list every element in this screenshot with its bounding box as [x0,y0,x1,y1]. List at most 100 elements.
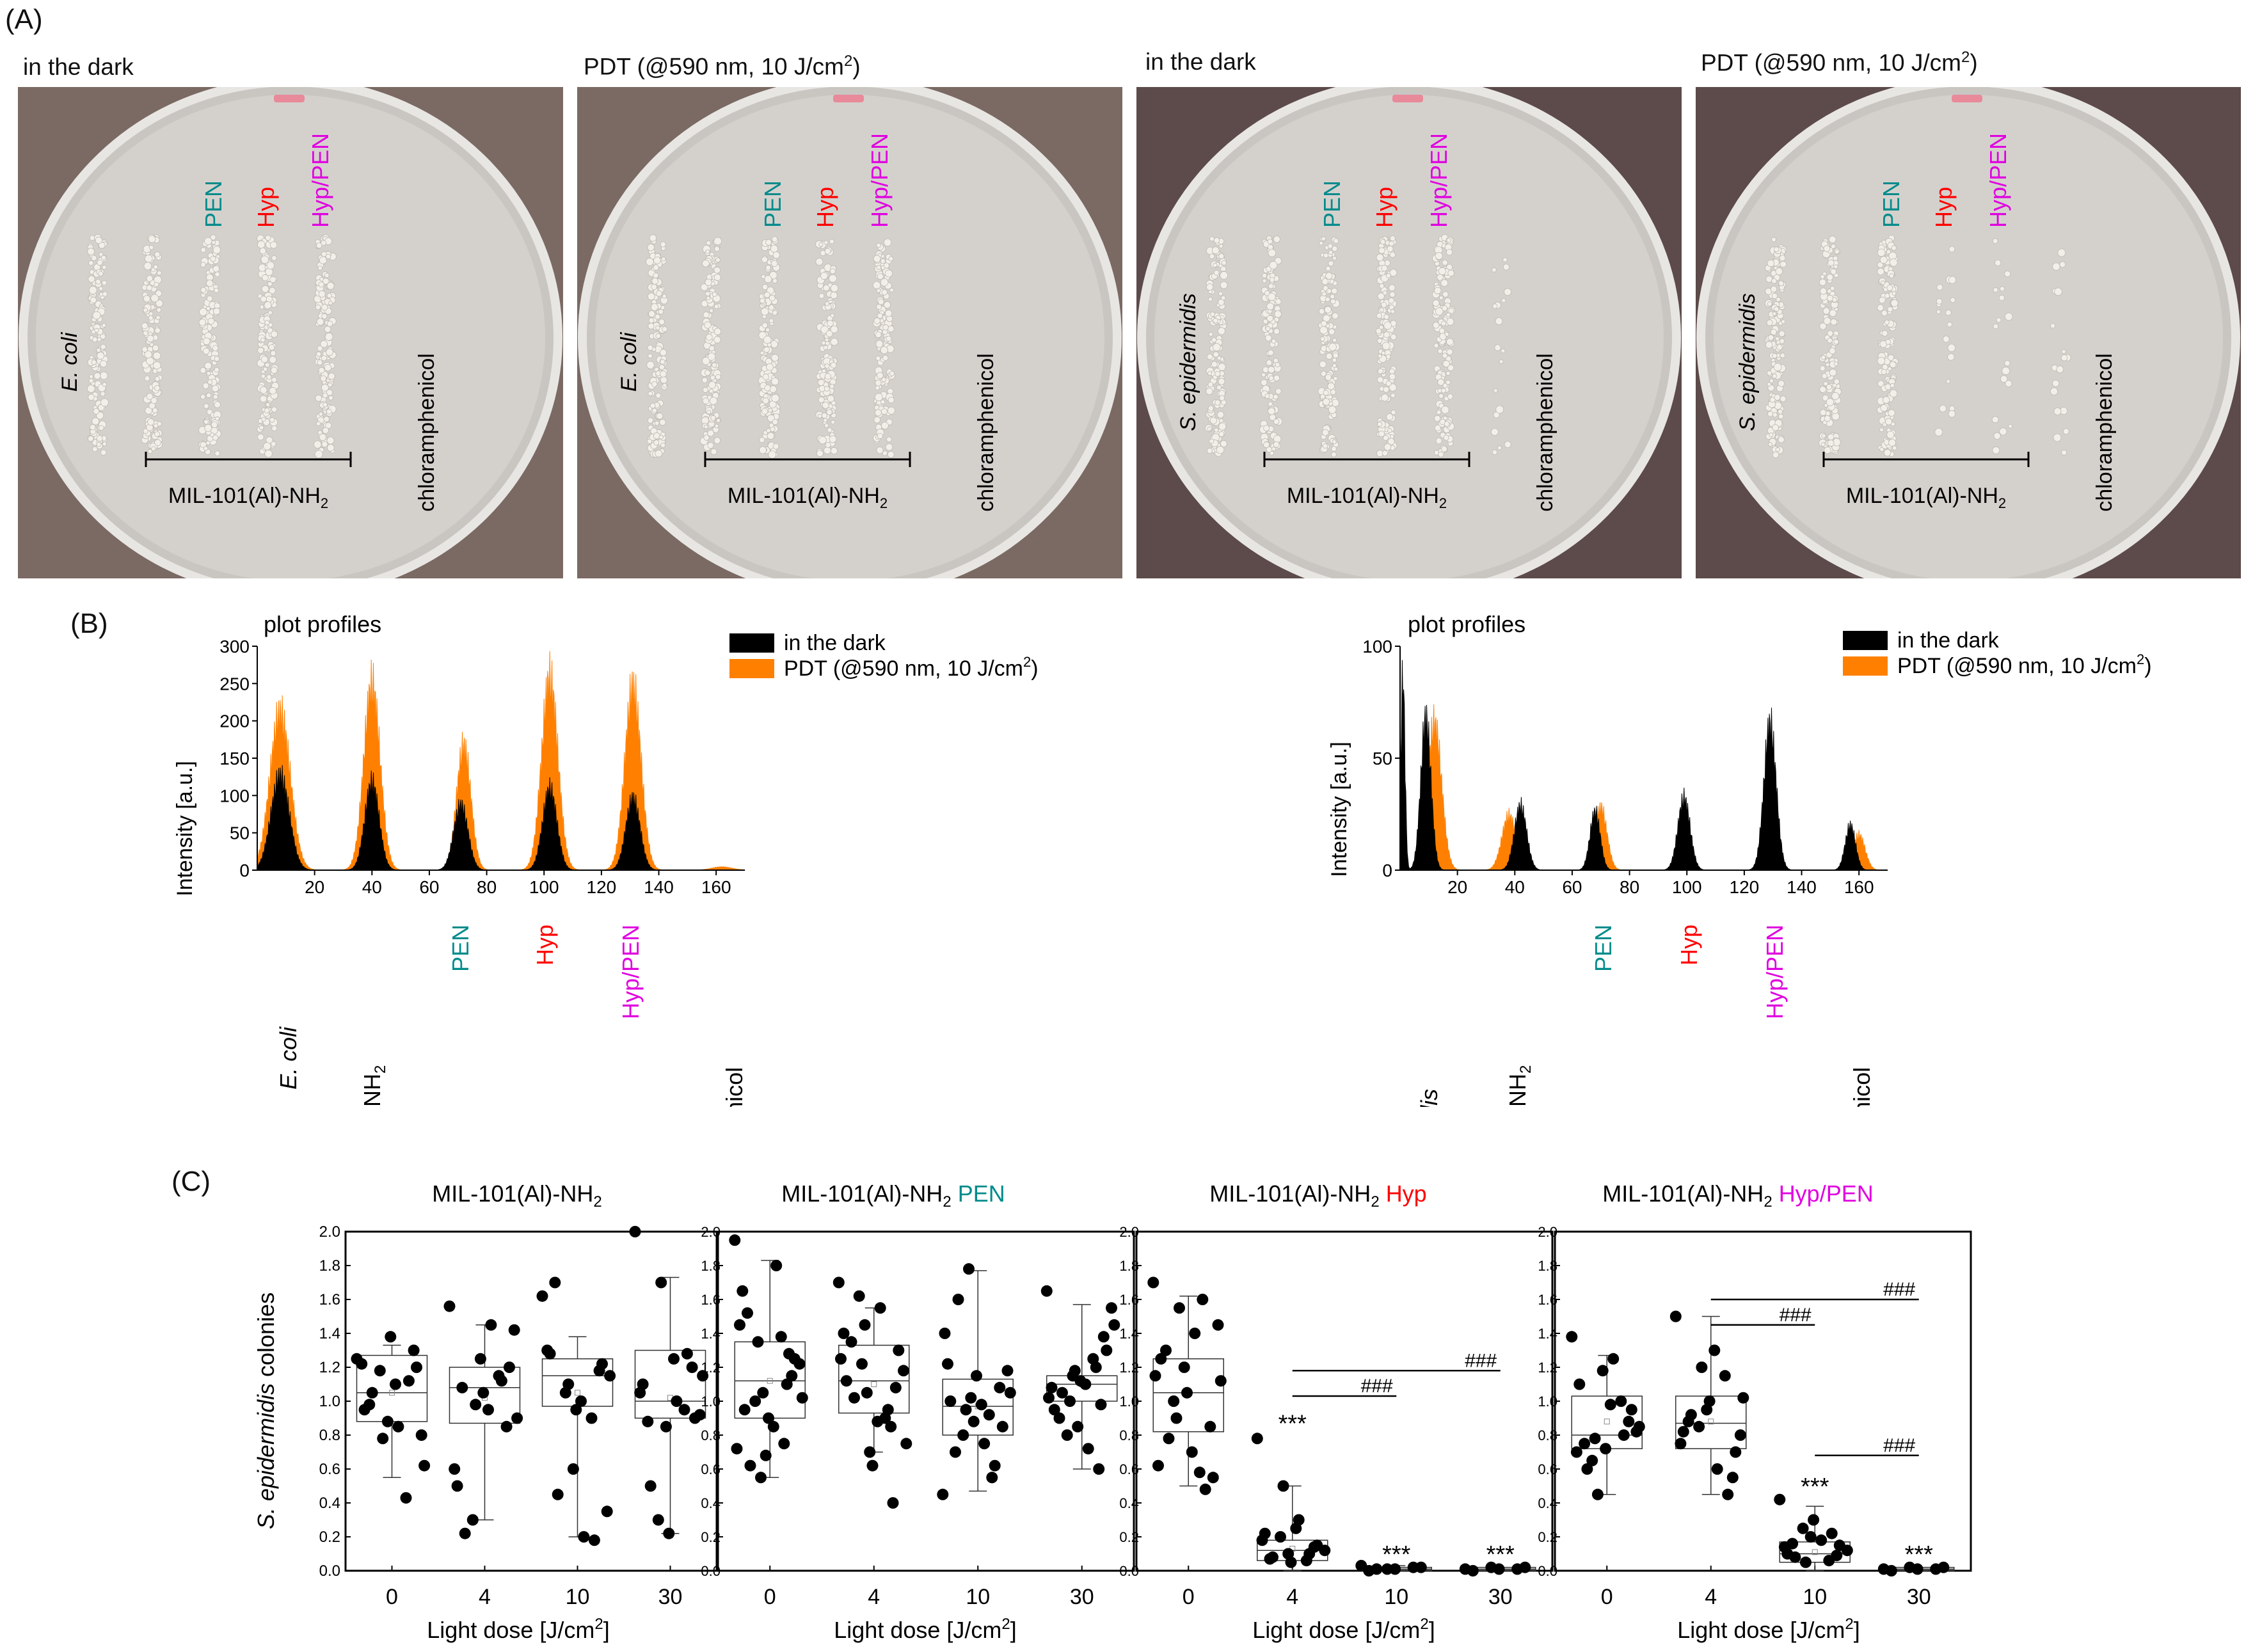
data-point [835,1353,847,1365]
data-point [840,1375,852,1387]
colony-dot [1945,309,1952,316]
colony-dot [701,259,710,267]
colony-dot [100,371,108,380]
y-tick-label: 1.0 [319,1393,340,1410]
colony-dot [759,437,765,443]
colony-dot [1434,415,1441,422]
colony-dot [706,296,711,301]
colony-dot [271,425,278,431]
lane-label-pen-left: PEN [447,925,474,972]
colony-dot [96,441,102,447]
colony-dot [1772,311,1777,316]
colony-dot [317,266,323,271]
colony-dot [1444,421,1450,427]
data-point [983,1409,995,1421]
y-tick-label: 1.6 [1538,1292,1557,1308]
colony-dot [1332,363,1337,368]
boxplot-mil: 0.0 0.2 0.4 0.6 0.8 1.0 1.2 1.4 1.6 1.8 2.0 0 4 10 30 [319,1223,718,1609]
colony-dot [143,295,150,303]
colony-dot [822,401,829,409]
colony-dot [323,402,328,408]
colony-dot [1992,446,2000,454]
colony-dot [90,296,97,304]
colony-dot [1267,239,1273,244]
colony-dot [1819,287,1827,295]
colony-dot [1879,296,1886,304]
bracket-label: MIL-101(Al)-NH2 [1287,484,1447,511]
data-point [1215,1375,1227,1387]
colony-dot [1330,294,1335,299]
colony-dot [770,260,778,267]
colony-dot [1887,366,1892,371]
colony-dot [268,344,275,351]
colony-dot [705,291,710,297]
colony-dot [703,434,710,441]
colony-dot [1822,307,1830,315]
data-point [1591,1488,1604,1500]
colony-dot [1268,249,1277,257]
colony-dot [326,443,335,452]
data-point [937,1488,949,1500]
colony-dot [212,246,221,254]
colony-dot [830,313,835,318]
colony-dot [647,243,655,251]
colony-dot [318,282,324,288]
colony-dot [1209,236,1215,242]
data-point [783,1347,795,1360]
colony-dot [265,267,273,276]
colony-dot [873,255,881,263]
colony-dot [1213,269,1220,276]
colony-dot [1499,359,1504,364]
box-title-1: MIL-101(Al)-NH2 [432,1180,601,1211]
legend-dark-label-2: in the dark [1897,628,2000,653]
data-point [449,1463,461,1475]
colony-dot [1328,260,1334,267]
colony-dot [815,257,824,266]
mean-marker [389,1390,395,1396]
colony-dot [156,307,162,313]
x-category-label: 4 [868,1585,880,1609]
data-point [1415,1561,1427,1573]
colony-dot [1769,433,1774,438]
colony-dot [260,255,269,264]
colony-dot [888,256,894,262]
box-title-3: MIL-101(Al)-NH2 Hyp [1209,1180,1426,1211]
colony-dot [270,367,278,374]
colony-dot [887,450,895,458]
legend-pdt-swatch-2 [1843,656,1888,676]
plate-pen-label: PEN [1878,180,1904,228]
colony-dot [705,249,710,254]
colony-dot [152,344,159,352]
colony-dot [715,418,721,423]
data-point [1308,1541,1320,1553]
colony-dot [1490,428,1499,436]
significance-hash: ### [1360,1376,1392,1397]
colony-dot [1215,399,1221,406]
colony-dot [1207,405,1214,411]
colony-dot [1215,370,1221,377]
colony-dot [94,328,99,333]
colony-dot [1775,267,1783,276]
colony-dot [872,281,881,289]
colony-dot [1446,249,1453,256]
colony-dot [648,391,653,397]
colony-dot [1826,398,1835,406]
colony-dot [155,315,161,321]
colony-dot [1206,283,1214,291]
colony-dot [1890,383,1895,388]
colony-dot [702,356,710,365]
colony-dot [766,428,771,433]
colony-dot [1774,393,1781,401]
significance-stars: *** [1382,1541,1411,1568]
x-tick-label: 100 [529,877,559,897]
colony-dot [1318,308,1325,315]
plate-control-label: chloramphenicol [415,353,439,512]
significance-stars: *** [1486,1541,1515,1568]
colony-dot [326,321,333,327]
data-point [1787,1537,1799,1550]
y-tick-label: 1.0 [1119,1394,1139,1410]
data-point [885,1420,897,1433]
colony-dot [1886,285,1893,291]
colony-dot [877,298,884,305]
legend-dark-swatch [729,633,774,653]
